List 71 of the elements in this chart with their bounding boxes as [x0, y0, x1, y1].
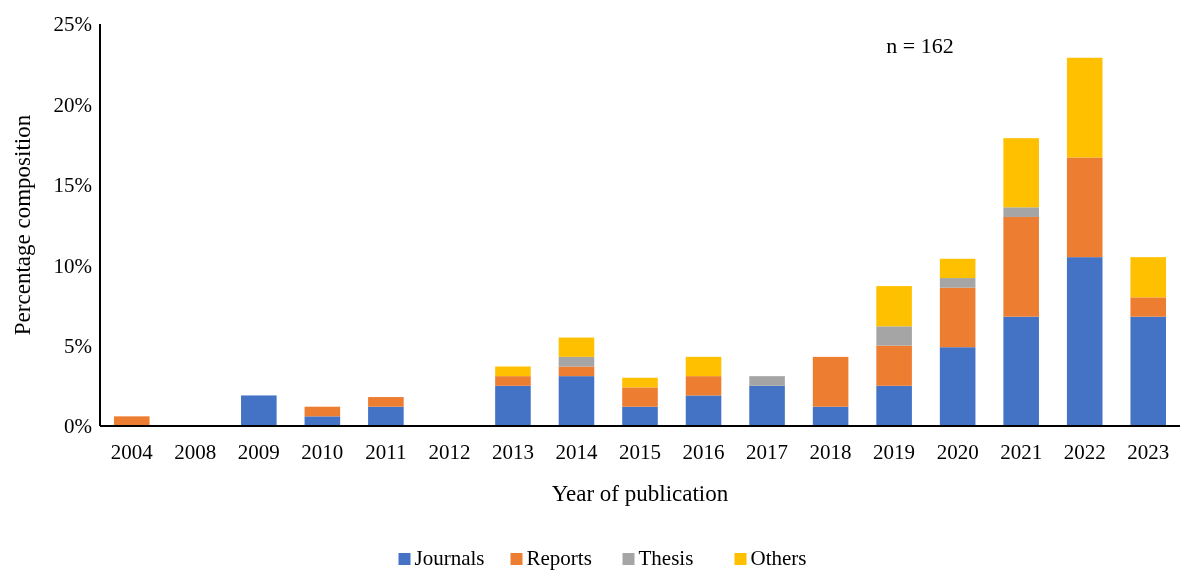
- y-axis-title: Percentage composition: [10, 114, 35, 336]
- bar: [558, 356, 595, 367]
- bar: [685, 376, 722, 396]
- bar: [939, 258, 976, 279]
- x-axis-title: Year of publication: [551, 481, 729, 506]
- x-tick-label: 2023: [1127, 440, 1170, 464]
- bar: [368, 397, 404, 407]
- x-tick-label: 2019: [873, 440, 916, 464]
- bar: [495, 376, 531, 386]
- bar: [368, 406, 404, 426]
- bar: [685, 356, 722, 377]
- x-tick-label: 2014: [555, 440, 598, 464]
- bar: [1130, 257, 1167, 298]
- bar: [876, 326, 912, 346]
- bar: [622, 406, 658, 426]
- y-tick-label: 10%: [53, 253, 92, 278]
- y-tick-label: 25%: [53, 12, 92, 37]
- x-tick-label: 2010: [301, 440, 344, 464]
- x-tick-label: 2020: [936, 440, 979, 464]
- bar: [749, 385, 785, 426]
- bar: [241, 395, 277, 426]
- bar: [1003, 207, 1039, 217]
- bar: [1130, 316, 1167, 426]
- bar: [812, 356, 849, 407]
- bar: [495, 385, 531, 426]
- legend-label: Others: [750, 546, 807, 570]
- x-tick-label: 2017: [746, 440, 789, 464]
- bar: [558, 376, 595, 426]
- bar: [495, 366, 531, 377]
- bar: [622, 377, 658, 388]
- bar: [812, 406, 849, 426]
- x-tick-label: 2012: [428, 440, 471, 464]
- bar: [304, 406, 341, 417]
- bar: [1003, 216, 1039, 317]
- legend-label: Reports: [526, 546, 592, 570]
- bar: [876, 345, 912, 386]
- y-tick-label: 0%: [64, 414, 92, 439]
- bar: [876, 385, 912, 426]
- bar: [113, 416, 150, 426]
- x-tick-label: 2011: [365, 440, 407, 464]
- x-tick-label: 2016: [682, 440, 725, 464]
- bar: [1003, 138, 1039, 208]
- legend-label: Journals: [414, 546, 485, 570]
- bar: [939, 287, 976, 348]
- x-tick-label: 2015: [619, 440, 661, 464]
- x-tick-label: 2009: [237, 440, 280, 464]
- bar: [622, 387, 658, 407]
- bar: [1066, 157, 1103, 258]
- legend-label: Thesis: [638, 546, 694, 570]
- bar: [558, 366, 595, 377]
- x-tick-label: 2022: [1063, 440, 1106, 464]
- bar: [1066, 257, 1103, 426]
- x-tick-label: 2004: [110, 440, 154, 464]
- x-tick-label: 2018: [809, 440, 852, 464]
- bar: [1003, 316, 1039, 426]
- x-tick-label: 2021: [1000, 440, 1043, 464]
- bar: [558, 337, 595, 357]
- bar: [939, 278, 976, 288]
- bar: [876, 286, 912, 327]
- bar: [749, 376, 785, 386]
- bar: [1130, 297, 1167, 317]
- bar: [685, 395, 722, 426]
- bar: [939, 347, 976, 426]
- y-tick-label: 5%: [64, 333, 92, 358]
- bar: [1066, 57, 1103, 158]
- x-tick-label: 2013: [491, 440, 534, 464]
- annotation: n = 162: [886, 33, 954, 58]
- x-tick-label: 2008: [174, 440, 217, 464]
- y-tick-label: 15%: [53, 173, 92, 198]
- y-tick-label: 20%: [53, 92, 92, 117]
- bar: [304, 416, 341, 426]
